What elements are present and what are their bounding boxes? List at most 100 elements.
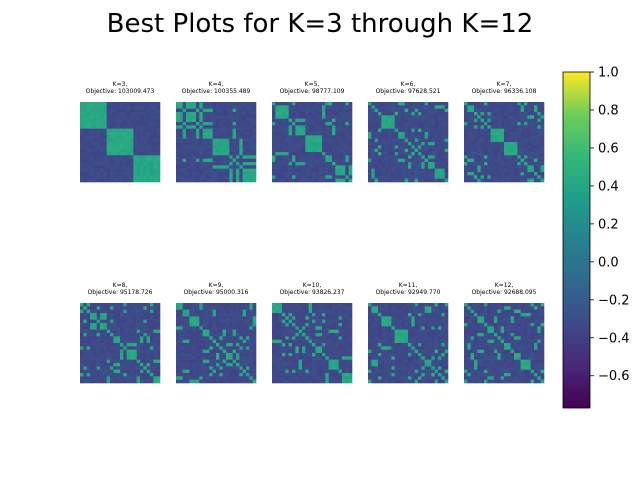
heatmap-cell xyxy=(381,165,385,169)
heatmap-cell xyxy=(332,175,336,179)
heatmap-cell xyxy=(391,343,395,347)
heatmap-cell xyxy=(312,326,316,330)
heatmap-cell xyxy=(302,376,306,380)
heatmap-cell xyxy=(428,148,432,153)
heatmap-cell xyxy=(295,128,299,133)
heatmap-cell xyxy=(202,339,207,344)
heatmap-cell xyxy=(325,346,329,350)
heatmap-cell xyxy=(229,105,233,109)
heatmap-cell xyxy=(345,333,349,337)
heatmap-cell xyxy=(418,145,422,149)
heatmap-cell xyxy=(292,145,296,149)
heatmap-cell xyxy=(434,118,439,123)
heatmap-cell xyxy=(212,309,217,314)
heatmap-cell xyxy=(143,339,147,344)
heatmap-cell xyxy=(328,323,333,327)
heatmap-cell xyxy=(325,172,329,176)
heatmap-cell xyxy=(136,359,141,364)
heatmap-cell xyxy=(411,115,415,119)
heatmap-cell xyxy=(219,359,223,364)
heatmap-cell xyxy=(391,323,395,327)
heatmap-cell xyxy=(182,306,187,310)
heatmap-cell xyxy=(196,165,200,169)
heatmap-cell xyxy=(209,102,213,106)
heatmap-cell xyxy=(368,316,372,320)
heatmap-cell xyxy=(222,363,227,367)
heatmap-cell xyxy=(246,329,250,334)
heatmap-cell xyxy=(342,115,346,119)
heatmap-cell xyxy=(126,313,131,317)
heatmap-cell xyxy=(388,138,392,143)
heatmap-cell xyxy=(130,108,134,113)
heatmap-cell xyxy=(431,142,435,146)
heatmap-cell xyxy=(96,323,101,327)
heatmap-cell xyxy=(335,142,339,146)
heatmap-cell xyxy=(212,369,217,374)
heatmap-cell xyxy=(348,168,353,173)
heatmap-cell xyxy=(520,145,525,149)
heatmap-cell xyxy=(411,108,415,113)
heatmap-cell xyxy=(133,158,137,163)
heatmap-cell xyxy=(318,125,323,129)
heatmap-cell xyxy=(540,172,545,176)
heatmap-panel: K=6,Objective: 97628.521 xyxy=(368,81,449,183)
heatmap-cell xyxy=(282,339,286,344)
heatmap-cell xyxy=(249,152,253,156)
heatmap-cell xyxy=(236,349,240,354)
heatmap-cell xyxy=(199,122,203,126)
heatmap-cell xyxy=(93,168,97,173)
heatmap-cell xyxy=(292,175,296,179)
heatmap-cell xyxy=(318,162,323,166)
heatmap-cell xyxy=(484,165,488,169)
heatmap-cell xyxy=(100,155,104,159)
heatmap-cell xyxy=(252,118,257,123)
heatmap-cell xyxy=(378,349,382,354)
heatmap-cell xyxy=(236,165,240,169)
heatmap-cell xyxy=(318,108,323,113)
heatmap-cell xyxy=(110,379,114,384)
heatmap-cell xyxy=(93,303,97,307)
heatmap-cell xyxy=(408,162,412,166)
heatmap-cell xyxy=(182,326,187,330)
heatmap-cell xyxy=(312,138,316,143)
heatmap-cell xyxy=(332,326,336,330)
heatmap-cell xyxy=(342,172,346,176)
heatmap-cell xyxy=(470,115,475,119)
heatmap-cell xyxy=(470,178,475,183)
heatmap-cell xyxy=(394,336,399,340)
heatmap-cell xyxy=(239,373,243,377)
heatmap-cell xyxy=(534,128,538,133)
heatmap-cell xyxy=(130,379,134,384)
heatmap-cell xyxy=(345,359,349,364)
heatmap-cell xyxy=(282,323,286,327)
heatmap-cell xyxy=(408,326,412,330)
heatmap-cell xyxy=(222,373,227,377)
heatmap-cell xyxy=(176,379,180,384)
heatmap-cell xyxy=(394,122,399,126)
heatmap-cell xyxy=(328,359,333,364)
heatmap-cell xyxy=(338,376,343,380)
heatmap-cell xyxy=(216,122,220,126)
heatmap-cell xyxy=(272,359,276,364)
heatmap-cell xyxy=(371,158,375,163)
heatmap-cell xyxy=(295,373,299,377)
heatmap-cell xyxy=(322,343,326,347)
heatmap-cell xyxy=(206,165,210,169)
heatmap-cell xyxy=(252,172,257,176)
heatmap-cell xyxy=(298,138,303,143)
heatmap-cell xyxy=(388,303,392,307)
heatmap-cell xyxy=(325,339,329,344)
heatmap-cell xyxy=(86,115,91,119)
heatmap-cell xyxy=(467,178,471,183)
heatmap-cell xyxy=(302,162,306,166)
heatmap-cell xyxy=(312,306,316,310)
heatmap-cell xyxy=(421,142,425,146)
heatmap-cell xyxy=(394,309,399,314)
heatmap-cell xyxy=(302,175,306,179)
heatmap-cell xyxy=(80,155,84,159)
heatmap-cell xyxy=(202,138,207,143)
heatmap-cell xyxy=(345,336,349,340)
heatmap-cell xyxy=(232,336,237,340)
heatmap-cell xyxy=(298,319,303,324)
heatmap-cell xyxy=(96,122,101,126)
